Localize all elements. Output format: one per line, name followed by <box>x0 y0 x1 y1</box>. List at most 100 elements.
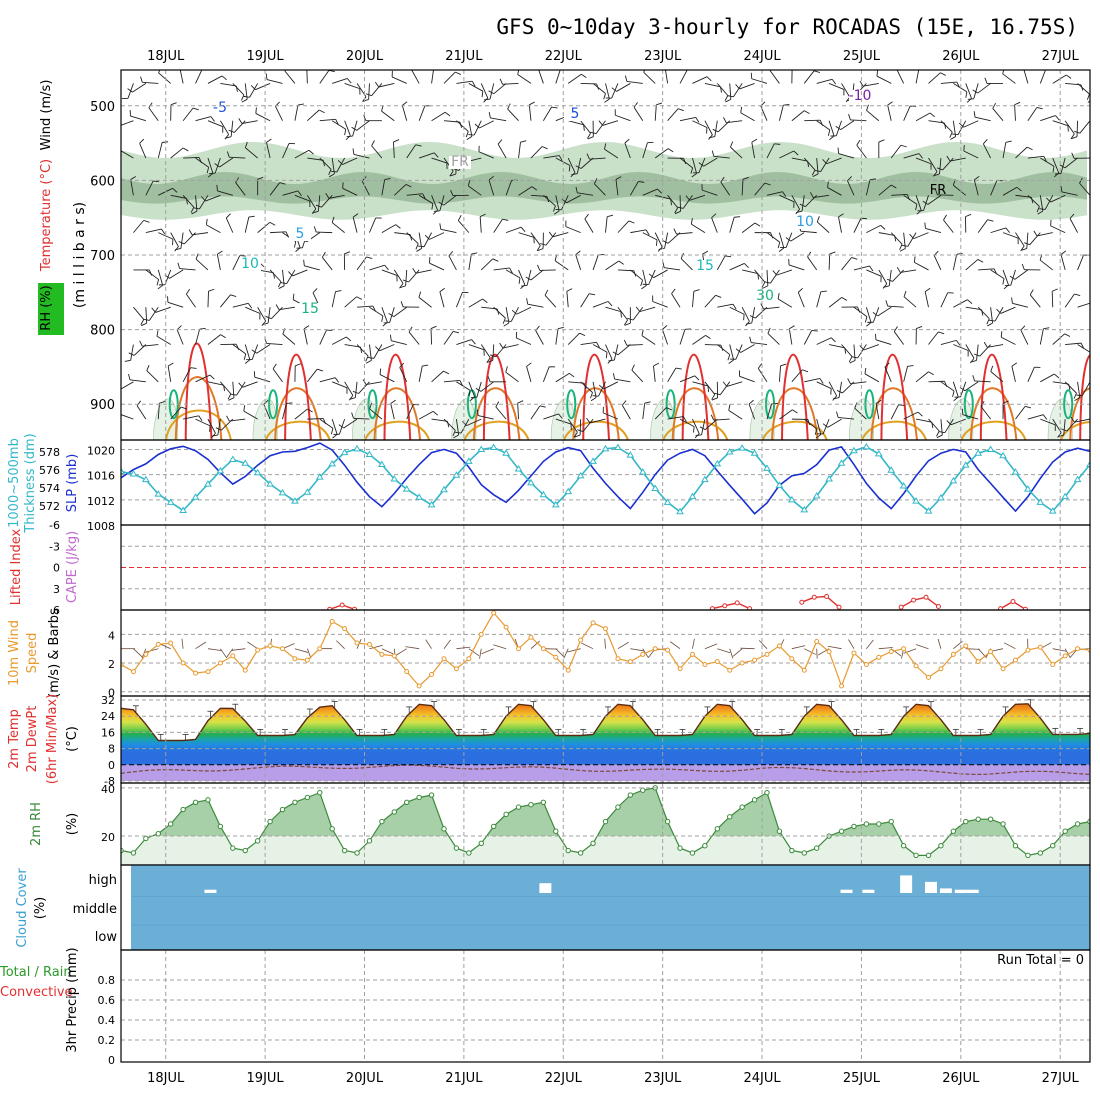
wind-barb <box>369 408 383 420</box>
wind-10m-barb <box>555 648 565 658</box>
wind-barb-flag <box>811 329 818 332</box>
rh2m-point <box>490 823 497 830</box>
wind-barb-flag <box>308 149 314 155</box>
wind-barb-flag <box>884 362 890 368</box>
wind-barb-flag <box>691 173 697 178</box>
rh-legend-swatch <box>38 283 64 335</box>
wind-barb-flag <box>859 80 864 87</box>
wind-barb <box>530 232 541 246</box>
wind-barb <box>555 195 560 212</box>
wind-barb <box>1002 269 1009 286</box>
upper-y-tick: 900 <box>90 398 115 413</box>
wind-barb-flag <box>967 98 974 100</box>
wind-barb-flag <box>658 247 665 250</box>
wind-barb-flag <box>934 188 938 195</box>
wind-barb-flag <box>720 176 725 183</box>
low-temp-contour <box>761 420 828 440</box>
li-point <box>734 600 740 606</box>
wind-barb <box>728 410 743 420</box>
wind-barb <box>317 195 321 212</box>
wind-barb-flag <box>1005 140 1012 143</box>
wind-speed-point <box>1075 646 1081 652</box>
wind-barb-flag <box>1002 400 1009 404</box>
wind-barb <box>1077 344 1090 353</box>
wind-10m-barb <box>717 648 731 654</box>
wind-barb <box>603 412 619 420</box>
rh2m-point <box>590 840 596 846</box>
wind-barb-flag <box>120 144 121 150</box>
wind-barb <box>1064 120 1075 135</box>
wind-barb <box>294 149 310 159</box>
wind-barb-flag <box>972 375 976 382</box>
wind-barb <box>480 344 491 359</box>
rh2m-point <box>789 847 795 854</box>
low-temp-contour <box>979 353 1008 440</box>
wind-barb <box>691 223 706 234</box>
wind-speed-point <box>1037 644 1043 650</box>
wind-barb <box>399 367 408 383</box>
cloud-bars <box>204 875 979 893</box>
wind-barb <box>990 227 1007 234</box>
wind-speed-point <box>727 667 733 673</box>
wind-barb <box>401 105 408 121</box>
wind-barb <box>1001 336 1016 345</box>
wind-barb-flag <box>1052 166 1055 173</box>
wind-barb <box>1065 342 1082 345</box>
wind-speed-point <box>304 657 310 663</box>
rh2m-point <box>230 845 236 851</box>
wind-barb <box>589 157 606 160</box>
wind-barb <box>717 344 731 355</box>
wind-10m-barb <box>692 638 695 649</box>
wind-barb-flag <box>1020 325 1026 331</box>
wind-barb-flag <box>612 351 619 356</box>
wind-y-tick: 2 <box>108 658 115 671</box>
wind-barb-flag <box>1051 288 1058 292</box>
wind-barb <box>803 330 813 345</box>
wind-barb-flag <box>725 98 732 103</box>
wind-speed-point <box>317 646 323 652</box>
wind-barb <box>493 267 510 271</box>
rh2m-point <box>217 823 224 830</box>
li-point <box>352 606 358 610</box>
wind-speed-point <box>553 654 559 660</box>
rh-low-patch <box>749 398 775 440</box>
wind-barb-flag <box>693 289 700 292</box>
wind-barb <box>493 218 503 233</box>
wind-barb <box>443 418 456 431</box>
wind-barb-flag <box>248 215 255 218</box>
wind-speed-line <box>121 611 1090 688</box>
wind-barb-flag <box>685 195 691 201</box>
upper-y-tick: 500 <box>90 100 115 115</box>
wind-10m-barb <box>1003 642 1016 650</box>
wind-barb <box>1029 232 1041 245</box>
wind-barb <box>352 216 358 233</box>
contour-label: 5 <box>296 226 305 242</box>
wind-barb <box>554 260 569 271</box>
wind-barb-flag <box>1039 208 1046 210</box>
rh2m-plot <box>121 785 1090 865</box>
rh-y-tick: 20 <box>101 831 115 844</box>
wind-barb <box>307 109 320 122</box>
wind-barb-flag <box>295 363 301 367</box>
wind-barb-flag <box>815 434 822 439</box>
wind-10m-barb <box>878 647 893 650</box>
wind-barb <box>1023 70 1029 84</box>
wind-barb <box>243 410 258 420</box>
wind-barb <box>729 263 745 271</box>
wind-speed-axis-label: Speed <box>25 633 40 674</box>
wind-barb-flag <box>645 229 650 236</box>
low-temp-contour <box>880 353 909 440</box>
wind-barb <box>667 232 681 244</box>
wind-barb-flag <box>1071 152 1075 159</box>
wind-barb-flag <box>924 222 926 229</box>
wind-barb-flag <box>444 111 451 117</box>
wind-barb <box>195 258 209 271</box>
wind-10m-barb <box>456 646 471 650</box>
thickness-point <box>899 481 908 489</box>
wind-barb-flag <box>623 339 628 346</box>
wind-barb <box>321 257 333 271</box>
wind-barb <box>654 407 667 420</box>
wind-barb-flag <box>575 165 582 169</box>
rh2m-point <box>627 792 634 798</box>
